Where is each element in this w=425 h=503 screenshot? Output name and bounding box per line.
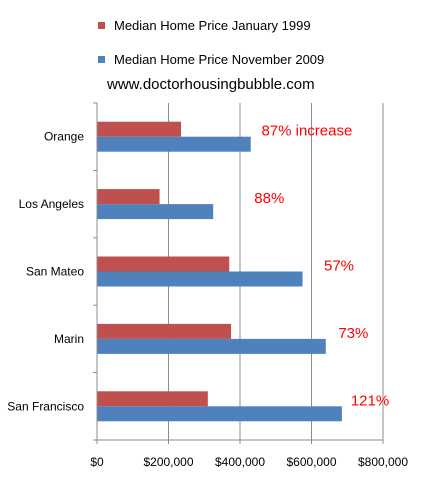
bar-san-francisco-nov-2009 bbox=[97, 406, 342, 422]
bar-los-angeles-nov-2009 bbox=[97, 204, 214, 220]
annotation-los-angeles: 88% bbox=[254, 190, 284, 207]
x-tick-label-600000: $600,000 bbox=[286, 455, 336, 469]
bar-san-francisco-jan-1999 bbox=[97, 391, 208, 407]
category-label-orange: Orange bbox=[44, 130, 84, 144]
x-tick-label-400000: $400,000 bbox=[215, 455, 265, 469]
bar-los-angeles-jan-1999 bbox=[97, 189, 160, 205]
legend-entry-nov-2009: Median Home Price November 2009 bbox=[98, 52, 324, 67]
legend-swatch-nov-2009 bbox=[98, 56, 105, 63]
bar-orange-nov-2009 bbox=[97, 136, 251, 152]
category-label-san-francisco: San Francisco bbox=[7, 399, 84, 413]
category-label-marin: Marin bbox=[54, 332, 84, 346]
bar-san-mateo-nov-2009 bbox=[97, 271, 303, 287]
annotation-san-francisco: 121% bbox=[351, 392, 389, 409]
legend-label-jan-1999: Median Home Price January 1999 bbox=[114, 18, 311, 33]
bar-marin-jan-1999 bbox=[97, 323, 232, 339]
annotation-orange: 87% increase bbox=[261, 123, 352, 140]
x-tick-label-200000: $200,000 bbox=[143, 455, 193, 469]
annotation-san-mateo: 57% bbox=[324, 258, 354, 275]
annotation-marin: 73% bbox=[338, 325, 368, 342]
source-url: www.doctorhousingbubble.com bbox=[107, 76, 315, 93]
bar-marin-nov-2009 bbox=[97, 338, 326, 354]
bar-orange-jan-1999 bbox=[97, 121, 182, 137]
legend-label-nov-2009: Median Home Price November 2009 bbox=[114, 52, 325, 67]
x-tick-label-800000: $800,000 bbox=[358, 455, 408, 469]
legend-swatch-jan-1999 bbox=[98, 22, 105, 29]
x-tick-label-0: $0 bbox=[90, 455, 104, 469]
category-label-los-angeles: Los Angeles bbox=[19, 197, 84, 211]
bar-san-mateo-jan-1999 bbox=[97, 256, 230, 272]
category-label-san-mateo: San Mateo bbox=[26, 265, 84, 279]
legend-entry-jan-1999: Median Home Price January 1999 bbox=[98, 18, 311, 33]
